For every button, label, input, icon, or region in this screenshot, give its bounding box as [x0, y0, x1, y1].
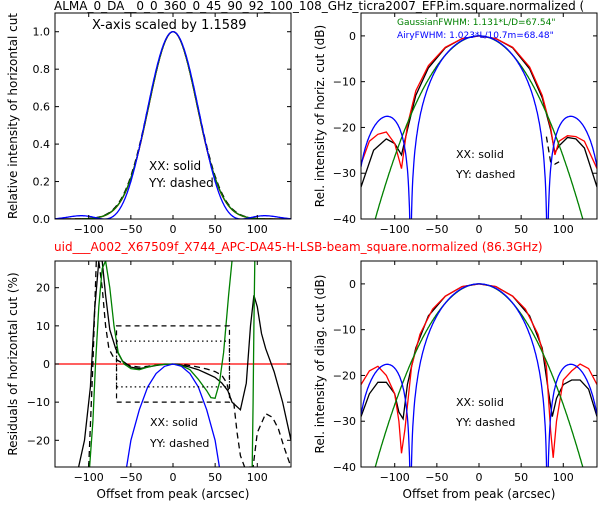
xtick-label: −100 [74, 223, 104, 236]
series-p1-black-0 [55, 31, 291, 219]
annotation: XX: solid [456, 396, 504, 409]
series-p2-black-1 [545, 136, 560, 165]
xtick-label: 50 [208, 471, 222, 484]
xtick-label: 50 [514, 471, 528, 484]
annotation: X-axis scaled by 1.1589 [92, 18, 247, 33]
ytick-label: −30 [333, 415, 356, 428]
xtick-label: −50 [119, 471, 142, 484]
x-axis-label: Offset from peak (arcsec) [403, 487, 556, 501]
annotation: YY: dashed [455, 416, 515, 429]
ytick-label: −10 [27, 396, 50, 409]
ytick-label: 0 [349, 278, 356, 291]
xtick-label: 0 [476, 471, 483, 484]
ytick-label: −10 [333, 324, 356, 337]
ytick-label: −40 [333, 213, 356, 226]
series-p1-red-2 [55, 31, 291, 219]
annotation: XX: solid [150, 416, 198, 429]
y-axis-label: Residuals of horizontal cut (%) [6, 272, 20, 455]
xtick-label: −50 [119, 223, 142, 236]
figure-mid-title: uid___A002_X67509f_X744_APC-DA45-H-LSB-b… [54, 240, 543, 254]
xtick-label: 100 [553, 471, 574, 484]
ytick-label: −40 [333, 461, 356, 474]
series-p1-blue-4 [55, 31, 291, 219]
annotation: YY: dashed [148, 176, 214, 190]
ytick-label: 0 [43, 358, 50, 371]
axes-frame-p4 [360, 260, 598, 468]
ytick-label: 20 [36, 282, 50, 295]
xtick-label: −50 [425, 471, 448, 484]
figure-top-title: ALMA_0_DA__0_0_360_0_45_90_92_100_108_GH… [54, 0, 584, 13]
xtick-label: 100 [247, 471, 268, 484]
annotation: YY: dashed [455, 168, 515, 181]
ytick-label: −20 [27, 434, 50, 447]
xtick-label: 100 [553, 223, 574, 236]
xtick-label: 0 [170, 223, 177, 236]
ytick-label: −20 [333, 121, 356, 134]
plot-area-p3 [55, 261, 291, 467]
series-p3-black-1 [77, 261, 291, 467]
xtick-label: −100 [380, 223, 410, 236]
plot-area-p1 [55, 31, 291, 219]
xtick-label: −100 [380, 471, 410, 484]
series-p4-blue-3 [361, 283, 597, 467]
annotation: XX: solid [456, 148, 504, 161]
ytick-label: 0.2 [33, 176, 51, 189]
ytick-label: 0.0 [33, 213, 51, 226]
series-p3-black-2 [88, 261, 291, 467]
series-p1-black-1 [55, 31, 291, 219]
legend-entry: AiryFWHM: 1.023*L/10.7m=68.48" [397, 31, 554, 41]
series-p3-black-7 [115, 340, 231, 388]
xtick-label: −100 [74, 471, 104, 484]
y-axis-label: Relative intensity of horizontal cut [6, 13, 20, 219]
panel-p1: −100 −50 0 50 100 0.0 0.2 0.4 0.6 0.8 1.0 Relative … [6, 12, 292, 236]
series-p3-black-6 [115, 325, 231, 403]
ytick-label: −10 [333, 76, 356, 89]
xtick-label: 100 [247, 223, 268, 236]
annotation: YY: dashed [149, 437, 209, 450]
xtick-label: 0 [170, 471, 177, 484]
xtick-label: 0 [476, 223, 483, 236]
ytick-label: 0 [349, 30, 356, 43]
y-axis-label: Rel. intensity of diag. cut (dB) [313, 275, 327, 454]
series-p2-black-0 [361, 35, 597, 188]
annotation: XX: solid [149, 159, 201, 173]
xtick-label: 50 [208, 223, 222, 236]
ytick-label: 1.0 [33, 26, 51, 39]
xtick-label: −50 [425, 223, 448, 236]
ytick-label: 0.8 [33, 63, 51, 76]
series-p1-green-3 [55, 31, 291, 219]
ytick-label: 0.6 [33, 101, 51, 114]
legend-entry: GaussianFWHM: 1.131*L/D=67.54" [397, 18, 555, 28]
ytick-label: −30 [333, 167, 356, 180]
plot-area-p2 [361, 35, 597, 219]
ytick-label: 0.4 [33, 138, 51, 151]
xtick-label: 50 [514, 223, 528, 236]
ytick-label: −20 [333, 369, 356, 382]
series-p3-green-4 [251, 261, 256, 467]
ytick-label: 10 [36, 320, 50, 333]
axes-frame-p2 [360, 12, 598, 220]
panels: −100 −50 0 50 1000.00.20.40.60.81.0Relative … [6, 12, 598, 501]
y-axis-label: Rel. intensity of horiz. cut (dB) [313, 25, 327, 207]
plot-area-p4 [361, 283, 597, 467]
x-axis-label: Offset from peak (arcsec) [97, 487, 250, 501]
series-p2-blue-4 [361, 35, 597, 219]
series-p3-blue-5 [125, 363, 221, 467]
series-p3-green-3 [88, 261, 233, 467]
